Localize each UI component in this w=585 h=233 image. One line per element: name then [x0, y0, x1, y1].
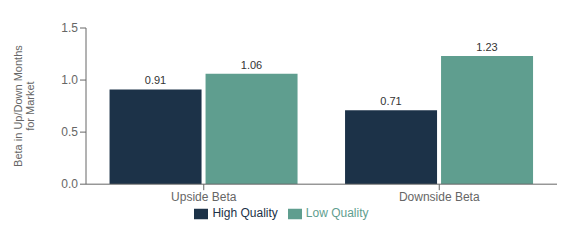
- svg-text:1.0: 1.0: [61, 73, 78, 87]
- svg-text:Beta in Up/Down Monthsfor Mark: Beta in Up/Down Monthsfor Market: [12, 45, 36, 167]
- svg-text:0.91: 0.91: [145, 74, 166, 86]
- html-text:High Quality: High Quality: [212, 206, 278, 221]
- svg-text:Upside Beta: Upside Beta: [171, 190, 237, 204]
- svg-text:0.0: 0.0: [61, 177, 78, 191]
- svg-text:0.71: 0.71: [380, 95, 401, 107]
- svg-text:1.23: 1.23: [476, 41, 497, 53]
- svg-text:0.5: 0.5: [61, 125, 78, 139]
- svg-text:1.06: 1.06: [241, 59, 262, 71]
- svg-text:Downside Beta: Downside Beta: [399, 190, 480, 204]
- svg-text:1.5: 1.5: [61, 21, 78, 35]
- html-text:Low Quality: Low Quality: [305, 206, 369, 221]
